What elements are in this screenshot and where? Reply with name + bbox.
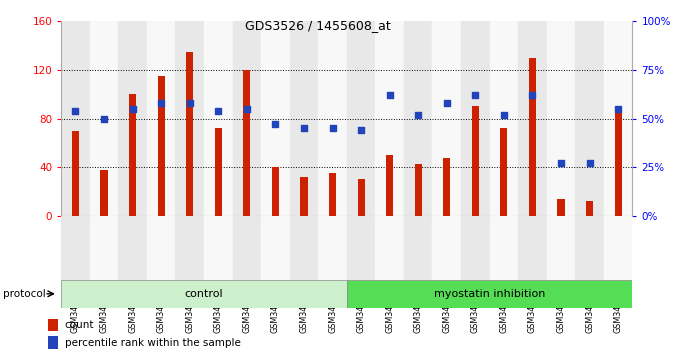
Bar: [575, 21, 604, 216]
Point: [99, 116, 109, 121]
Text: control: control: [185, 289, 223, 299]
Bar: [318, 216, 347, 280]
Point: [241, 106, 252, 112]
Point: [527, 92, 538, 98]
Bar: [318, 21, 347, 216]
Bar: [90, 216, 118, 280]
Bar: [175, 216, 204, 280]
Point: [470, 92, 481, 98]
Point: [127, 106, 138, 112]
Point: [498, 112, 509, 118]
Point: [327, 126, 338, 131]
Point: [299, 126, 309, 131]
Bar: [118, 216, 147, 280]
Bar: [61, 280, 347, 308]
Bar: [243, 70, 250, 216]
Bar: [500, 129, 507, 216]
Bar: [129, 94, 136, 216]
Bar: [518, 216, 547, 280]
Bar: [347, 21, 375, 216]
Bar: [261, 21, 290, 216]
Bar: [101, 170, 107, 216]
Bar: [575, 216, 604, 280]
Bar: [175, 21, 204, 216]
Bar: [215, 129, 222, 216]
Point: [441, 100, 452, 106]
Bar: [586, 201, 593, 216]
Point: [213, 108, 224, 114]
Bar: [386, 155, 393, 216]
Point: [156, 100, 167, 106]
Bar: [48, 319, 58, 331]
Point: [584, 161, 595, 166]
Point: [613, 106, 624, 112]
Bar: [529, 58, 536, 216]
Point: [270, 122, 281, 127]
Bar: [461, 216, 490, 280]
Bar: [558, 199, 564, 216]
Bar: [61, 21, 90, 216]
Text: count: count: [65, 320, 94, 330]
Text: myostatin inhibition: myostatin inhibition: [434, 289, 545, 299]
Bar: [443, 158, 450, 216]
Bar: [358, 179, 364, 216]
Bar: [290, 21, 318, 216]
Bar: [415, 164, 422, 216]
Bar: [118, 21, 147, 216]
Bar: [347, 280, 632, 308]
Bar: [604, 21, 632, 216]
Bar: [375, 21, 404, 216]
Bar: [158, 76, 165, 216]
Bar: [186, 52, 193, 216]
Bar: [490, 21, 518, 216]
Bar: [233, 21, 261, 216]
Bar: [404, 21, 432, 216]
Bar: [147, 21, 175, 216]
Bar: [290, 216, 318, 280]
Bar: [272, 167, 279, 216]
Bar: [204, 21, 233, 216]
Bar: [604, 216, 632, 280]
Bar: [461, 21, 490, 216]
Bar: [615, 107, 622, 216]
Point: [413, 112, 424, 118]
Bar: [490, 216, 518, 280]
Point: [184, 100, 195, 106]
Bar: [301, 177, 307, 216]
Bar: [432, 216, 461, 280]
Point: [384, 92, 395, 98]
Text: percentile rank within the sample: percentile rank within the sample: [65, 338, 241, 348]
Bar: [147, 216, 175, 280]
Point: [356, 127, 367, 133]
Bar: [375, 216, 404, 280]
Text: protocol: protocol: [3, 289, 46, 299]
Bar: [48, 336, 58, 349]
Bar: [90, 21, 118, 216]
Text: GDS3526 / 1455608_at: GDS3526 / 1455608_at: [245, 19, 390, 33]
Bar: [472, 107, 479, 216]
Bar: [404, 216, 432, 280]
Bar: [233, 216, 261, 280]
Bar: [204, 216, 233, 280]
Bar: [547, 21, 575, 216]
Bar: [547, 216, 575, 280]
Bar: [329, 173, 336, 216]
Bar: [72, 131, 79, 216]
Bar: [432, 21, 461, 216]
Point: [70, 108, 81, 114]
Point: [556, 161, 566, 166]
Bar: [261, 216, 290, 280]
Bar: [347, 216, 375, 280]
Bar: [518, 21, 547, 216]
Bar: [61, 216, 90, 280]
